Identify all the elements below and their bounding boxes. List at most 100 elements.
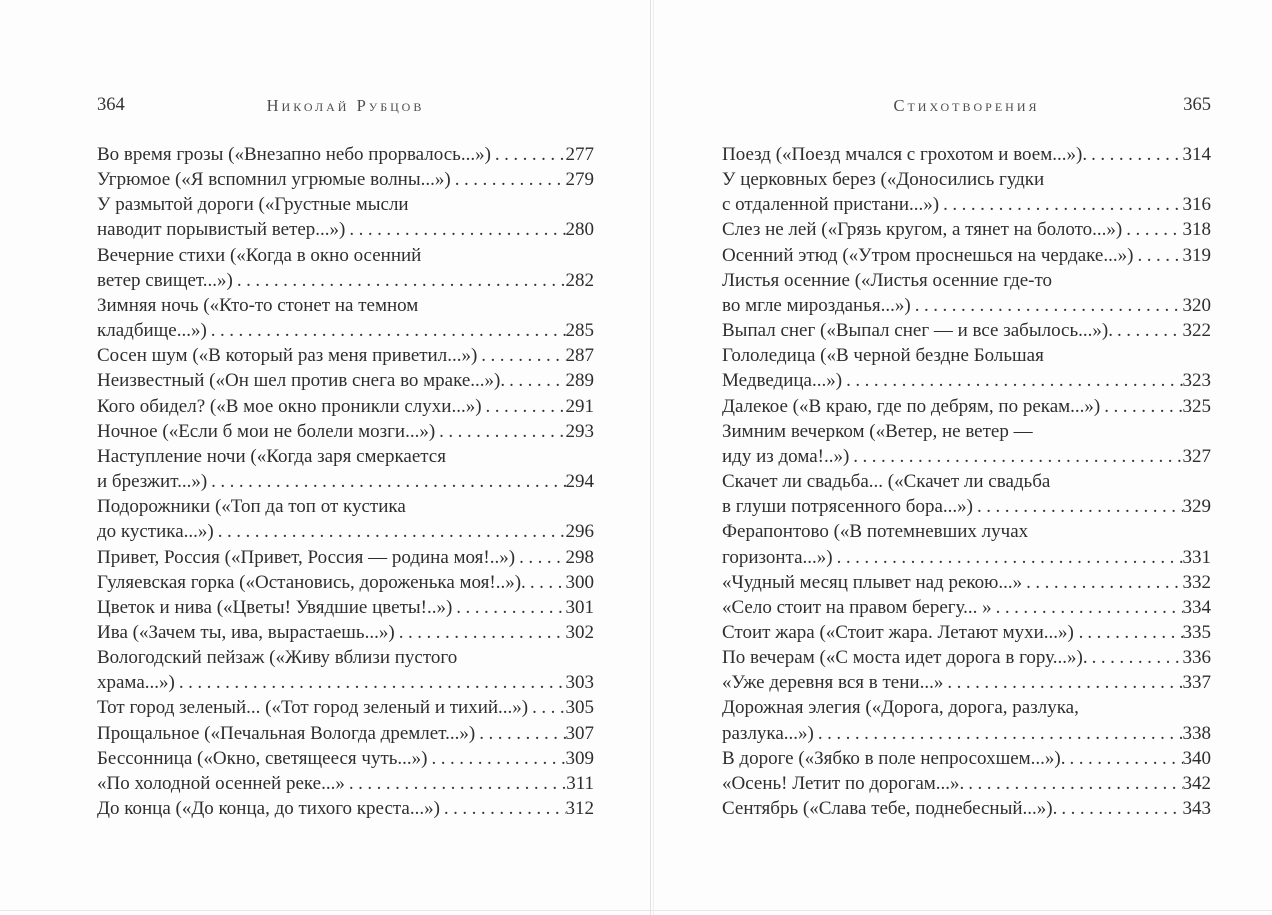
toc-entry-page: 298 bbox=[565, 546, 595, 568]
toc-entry-title: Ива («Зачем ты, ива, вырастаешь...») bbox=[97, 621, 395, 643]
dot-leader: ........................................… bbox=[443, 798, 566, 820]
toc-entry: Цветок и нива («Цветы! Увядшие цветы!..»… bbox=[97, 595, 594, 620]
toc-entry-title: Вологодский пейзаж («Живу вблизи пустого bbox=[97, 647, 458, 669]
toc-entry: «Чудный месяц плывет над рекою...» .....… bbox=[722, 570, 1211, 595]
toc-entry-title: и брезжит...») bbox=[97, 471, 208, 493]
dot-leader: ........................................… bbox=[456, 596, 566, 618]
toc-entry: храма...») .............................… bbox=[97, 670, 594, 695]
dot-leader: ........................................… bbox=[1104, 395, 1182, 417]
dot-leader: ........................................… bbox=[943, 194, 1182, 216]
toc-entry: Ферапонтово («В потемневших лучах bbox=[722, 519, 1211, 544]
toc-entry-title: Угрюмое («Я вспомнил угрюмые волны...») bbox=[97, 169, 451, 191]
toc-entry-title: Слез не лей («Грязь кругом, а тянет на б… bbox=[722, 219, 1123, 241]
toc-entry-page: 335 bbox=[1182, 621, 1212, 643]
toc-entry-title: В дороге («Зябко в поле непросохшем...»)… bbox=[722, 747, 1066, 769]
toc-entry-title: Гуляевская горка («Остановись, дороженьк… bbox=[97, 571, 526, 593]
toc-entry: Неизвестный («Он шел против снега во мра… bbox=[97, 368, 594, 393]
dot-leader: ........................................… bbox=[529, 571, 566, 593]
toc-entry-title: Прощальное («Печальная Вологда дремлет..… bbox=[97, 722, 476, 744]
toc-entry-title: Вечерние стихи («Когда в окно осенний bbox=[97, 244, 422, 266]
toc-entry-title: По вечерам («С моста идет дорога в гору.… bbox=[722, 647, 1088, 669]
toc-entry: В дороге («Зябко в поле непросохшем...»)… bbox=[722, 746, 1211, 771]
toc-entry-title: Цветок и нива («Цветы! Увядшие цветы!..»… bbox=[97, 596, 453, 618]
toc-entry: ветер свищет...») ......................… bbox=[97, 268, 594, 293]
toc-entry-page: 277 bbox=[565, 144, 595, 165]
running-header: Николай Рубцов bbox=[266, 96, 425, 115]
toc-entry: Прощальное («Печальная Вологда дремлет..… bbox=[97, 721, 594, 746]
dot-leader: ........................................… bbox=[454, 169, 566, 191]
toc-entry-page: 337 bbox=[1182, 672, 1212, 694]
toc-entry: Привет, Россия («Привет, Россия — родина… bbox=[97, 545, 594, 570]
toc-entry-page: 291 bbox=[565, 395, 595, 417]
dot-leader: ........................................… bbox=[217, 521, 566, 543]
dot-leader: ........................................… bbox=[817, 722, 1183, 744]
dot-leader: ........................................… bbox=[481, 345, 566, 367]
toc-entry: Тот город зеленый... («Тот город зеленый… bbox=[97, 695, 594, 720]
toc-entry: Ночное («Если б мои не болели мозги...»)… bbox=[97, 419, 594, 444]
toc-entry: кладбище...») ..........................… bbox=[97, 318, 594, 343]
toc-entry: Сентябрь («Слава тебе, поднебесный...»).… bbox=[722, 796, 1211, 821]
toc-entry: Кого обидел? («В мое окно проникли слухи… bbox=[97, 394, 594, 419]
toc-entry-title: Кого обидел? («В мое окно проникли слухи… bbox=[97, 395, 482, 417]
toc-entry-title: Стоит жара («Стоит жара. Летают мухи...»… bbox=[722, 621, 1084, 643]
dot-leader: ........................................… bbox=[236, 269, 566, 291]
toc-entry-title: Неизвестный («Он шел против снега во мра… bbox=[97, 370, 506, 392]
toc-entry-title: До конца («До конца, до тихого креста...… bbox=[97, 798, 440, 820]
dot-leader: ........................................… bbox=[976, 496, 1183, 518]
toc-entry-page: 332 bbox=[1182, 571, 1212, 593]
toc-entry: Дорожная элегия («Дорога, дорога, разлук… bbox=[722, 695, 1211, 720]
toc-entry: до кустика...») ........................… bbox=[97, 519, 594, 544]
toc-entry-page: 314 bbox=[1182, 144, 1212, 165]
toc-entry-title: Гололедица («В черной бездне Большая bbox=[722, 345, 1044, 367]
toc-entry-page: 327 bbox=[1182, 445, 1212, 467]
toc-entry-title: Тот город зеленый... («Тот город зеленый… bbox=[97, 697, 529, 719]
toc-entry: Медведица...») .........................… bbox=[722, 368, 1211, 393]
toc-entry: «Осень! Летит по дорогам...». ..........… bbox=[722, 771, 1211, 796]
dot-leader: ........................................… bbox=[947, 672, 1182, 694]
right-page-header: Стихотворения 365 bbox=[722, 95, 1211, 119]
toc-entry-page: 301 bbox=[565, 596, 595, 618]
toc-entry: Зимняя ночь («Кто-то стонет на темном bbox=[97, 293, 594, 318]
toc-entry-page: 302 bbox=[565, 621, 595, 643]
toc-entry: Вологодский пейзаж («Живу вблизи пустого bbox=[97, 645, 594, 670]
toc-entry-page: 293 bbox=[565, 420, 595, 442]
toc-entry-title: «Чудный месяц плывет над рекою...» bbox=[722, 571, 1023, 593]
toc-entry-page: 323 bbox=[1182, 370, 1212, 392]
dot-leader: ........................................… bbox=[1069, 747, 1183, 769]
toc-entry-title: кладбище...») bbox=[97, 320, 207, 342]
toc-entry: и брезжит...») .........................… bbox=[97, 469, 594, 494]
dot-leader: ........................................… bbox=[439, 420, 565, 442]
toc-entry-title: до кустика...») bbox=[97, 521, 214, 543]
toc-entry: Подорожники («Топ да топ от кустика bbox=[97, 494, 594, 519]
toc-entry-title: Скачет ли свадьба... («Скачет ли свадьба bbox=[722, 471, 1051, 493]
toc-entry-page: 322 bbox=[1182, 320, 1212, 342]
toc-entry: «Село стоит на правом берегу... » ......… bbox=[722, 595, 1211, 620]
toc-entry: Стоит жара («Стоит жара. Летают мухи...»… bbox=[722, 620, 1211, 645]
toc-entry-page: 331 bbox=[1182, 546, 1212, 568]
dot-leader: ........................................… bbox=[914, 294, 1183, 316]
dot-leader: ........................................… bbox=[519, 546, 566, 568]
toc-list-left: Во время грозы («Внезапно небо прорвалос… bbox=[97, 142, 594, 821]
toc-entry-page: 307 bbox=[565, 722, 595, 744]
toc-entry-page: 312 bbox=[565, 798, 595, 820]
toc-entry-title: «По холодной осенней реке...» bbox=[97, 772, 345, 794]
toc-entry-title: У размытой дороги («Грустные мысли bbox=[97, 194, 409, 216]
toc-entry-title: Зимним вечерком («Ветер, не ветер — bbox=[722, 420, 1033, 442]
toc-entry-page: 338 bbox=[1182, 722, 1212, 744]
toc-entry-title: Привет, Россия («Привет, Россия — родина… bbox=[97, 546, 516, 568]
toc-entry: У размытой дороги («Грустные мысли bbox=[97, 192, 594, 217]
toc-entry-title: Далекое («В краю, где по дебрям, по река… bbox=[722, 395, 1101, 417]
toc-list-right: Поезд («Поезд мчался с грохотом и воем..… bbox=[722, 142, 1211, 821]
toc-entry: Скачет ли свадьба... («Скачет ли свадьба bbox=[722, 469, 1211, 494]
toc-entry: «Уже деревня вся в тени...» ............… bbox=[722, 670, 1211, 695]
toc-entry: Сосен шум («В который раз меня приветил.… bbox=[97, 343, 594, 368]
toc-entry: Поезд («Поезд мчался с грохотом и воем..… bbox=[722, 142, 1211, 167]
page-number: 364 bbox=[97, 95, 125, 115]
toc-entry-title: Наступление ночи («Когда заря смеркается bbox=[97, 445, 446, 467]
toc-entry-title: Дорожная элегия («Дорога, дорога, разлук… bbox=[722, 697, 1079, 719]
dot-leader: ........................................… bbox=[995, 596, 1183, 618]
dot-leader: ........................................… bbox=[431, 747, 566, 769]
toc-entry-page: 319 bbox=[1182, 244, 1212, 266]
dot-leader: ........................................… bbox=[532, 697, 565, 719]
toc-entry-page: 285 bbox=[565, 320, 595, 342]
